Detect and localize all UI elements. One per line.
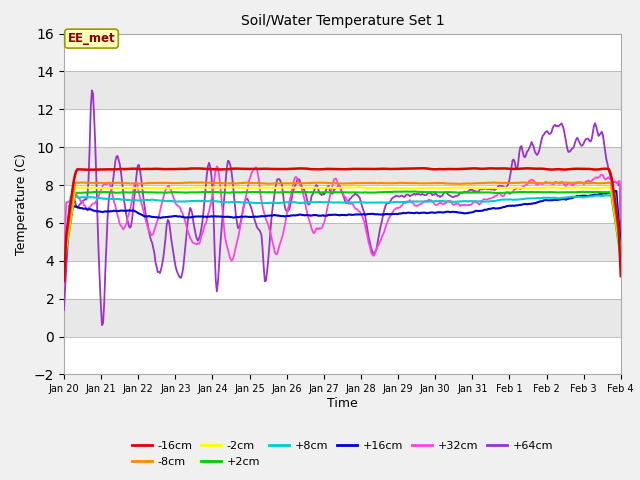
+32cm [617,216,625,222]
Line: -2cm: -2cm [64,187,621,262]
Line: +16cm: +16cm [64,191,621,271]
+16cm [516,202,524,208]
-8cm [362,180,370,186]
+64cm [88,87,96,93]
X-axis label: Time: Time [327,397,358,410]
+2cm [518,189,525,195]
+16cm [324,212,332,217]
Line: -8cm: -8cm [64,182,621,260]
Line: +64cm: +64cm [64,90,621,325]
+32cm [393,205,401,211]
+32cm [518,185,525,191]
Line: +8cm: +8cm [64,195,621,267]
-8cm [329,180,337,186]
+2cm [392,189,399,194]
-16cm [60,278,68,284]
Y-axis label: Temperature (C): Temperature (C) [15,153,28,255]
-8cm [605,180,612,186]
+16cm [392,211,399,216]
Line: +2cm: +2cm [64,192,621,264]
+32cm [213,164,221,169]
Bar [64,299,621,336]
-2cm [326,185,333,191]
+2cm [362,190,369,195]
-8cm [518,180,525,185]
+8cm [324,199,332,205]
-16cm [518,166,525,171]
+2cm [328,190,335,195]
Bar [64,34,621,72]
Bar [64,261,621,299]
-8cm [617,249,625,254]
+2cm [60,262,68,267]
+8cm [362,200,369,205]
+32cm [60,267,68,273]
+8cm [617,252,625,257]
-2cm [617,252,625,257]
+32cm [605,174,612,180]
+32cm [326,195,333,201]
+16cm [617,246,625,252]
-2cm [60,259,68,265]
-8cm [393,180,401,186]
-16cm [617,273,625,279]
+8cm [60,264,68,270]
-2cm [393,185,401,191]
+2cm [410,189,418,194]
+8cm [392,199,399,205]
-8cm [326,180,333,186]
+64cm [364,228,371,233]
-16cm [362,166,369,172]
+2cm [617,254,625,260]
-16cm [328,166,335,172]
+16cm [362,212,369,217]
Title: Soil/Water Temperature Set 1: Soil/Water Temperature Set 1 [241,14,444,28]
+64cm [519,148,527,154]
Text: EE_met: EE_met [68,32,115,45]
+8cm [516,196,524,202]
+64cm [617,233,625,239]
+16cm [604,190,611,196]
-2cm [228,184,236,190]
+64cm [327,190,335,195]
-2cm [329,185,337,191]
+64cm [330,187,338,192]
+8cm [328,200,335,205]
Bar [64,109,621,147]
+64cm [606,170,614,176]
Bar [64,72,621,109]
+2cm [324,190,332,195]
+8cm [611,192,619,198]
+64cm [60,307,68,313]
+2cm [605,190,612,195]
+64cm [394,193,401,199]
+16cm [60,268,68,274]
-2cm [605,185,612,191]
Bar [64,185,621,223]
Legend: -16cm, -8cm, -2cm, +2cm, +8cm, +16cm, +32cm, +64cm: -16cm, -8cm, -2cm, +2cm, +8cm, +16cm, +3… [127,437,557,471]
-8cm [60,257,68,263]
-16cm [392,166,399,172]
-16cm [324,166,332,172]
+32cm [362,229,370,235]
+64cm [98,322,106,328]
+16cm [328,212,335,218]
Bar [64,336,621,374]
+16cm [612,188,620,194]
Bar [64,147,621,185]
-16cm [419,165,426,171]
-2cm [518,185,525,191]
+32cm [329,180,337,186]
+8cm [604,192,611,198]
-8cm [185,180,193,185]
Bar [64,223,621,261]
-2cm [362,185,370,191]
Line: -16cm: -16cm [64,168,621,281]
Line: +32cm: +32cm [64,167,621,270]
-16cm [605,166,612,172]
